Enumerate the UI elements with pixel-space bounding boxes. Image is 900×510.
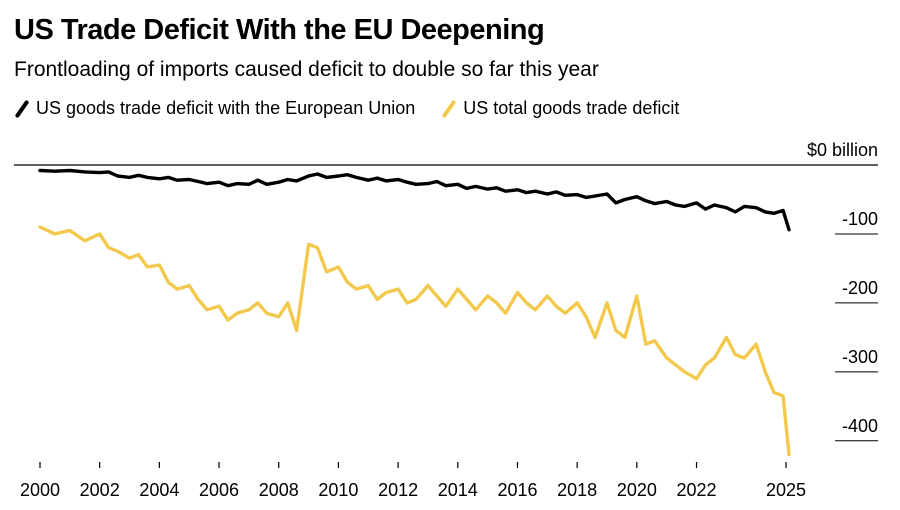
x-tick-label-5: 2010 [318, 480, 358, 500]
x-tick-label-0: 2000 [20, 480, 60, 500]
x-tick-label-3: 2006 [199, 480, 239, 500]
legend-item-total: US total goods trade deficit [441, 98, 679, 119]
x-tick-label-6: 2012 [378, 480, 418, 500]
series-lines [38, 168, 791, 457]
y-tick-label-1: -100 [842, 209, 878, 229]
chart-title: US Trade Deficit With the EU Deepening [14, 14, 545, 46]
x-tick-label-12: 2025 [766, 480, 806, 500]
x-tick-label-7: 2014 [438, 480, 478, 500]
chart-subtitle: Frontloading of imports caused deficit t… [14, 58, 599, 81]
x-axis: 2000 2002 2004 2006 2008 2010 2012 2014 2016 2018… [20, 462, 806, 500]
x-tick-label-1: 2002 [80, 480, 120, 500]
y-tick-label-0: $0 billion [807, 140, 878, 160]
y-tick-label-3: -300 [842, 347, 878, 367]
chart-legend: US goods trade deficit with the European… [14, 98, 705, 119]
x-tick-label-2: 2004 [139, 480, 179, 500]
legend-label-total: US total goods trade deficit [463, 98, 680, 118]
y-tick-label-4: -400 [842, 416, 878, 436]
legend-label-eu: US goods trade deficit with the European… [36, 98, 416, 118]
x-tick-label-4: 2008 [259, 480, 299, 500]
x-tick-label-9: 2018 [557, 480, 597, 500]
grid-lines [14, 164, 878, 442]
x-tick-label-8: 2016 [497, 480, 537, 500]
series-line-total [38, 225, 791, 457]
x-tick-label-11: 2022 [676, 480, 716, 500]
y-axis-labels: $0 billion -100 -200 -300 -400 [807, 140, 878, 436]
x-tick-label-10: 2020 [617, 480, 657, 500]
series-line-eu [38, 168, 791, 232]
y-tick-label-2: -200 [842, 278, 878, 298]
legend-item-eu: US goods trade deficit with the European… [14, 98, 415, 119]
